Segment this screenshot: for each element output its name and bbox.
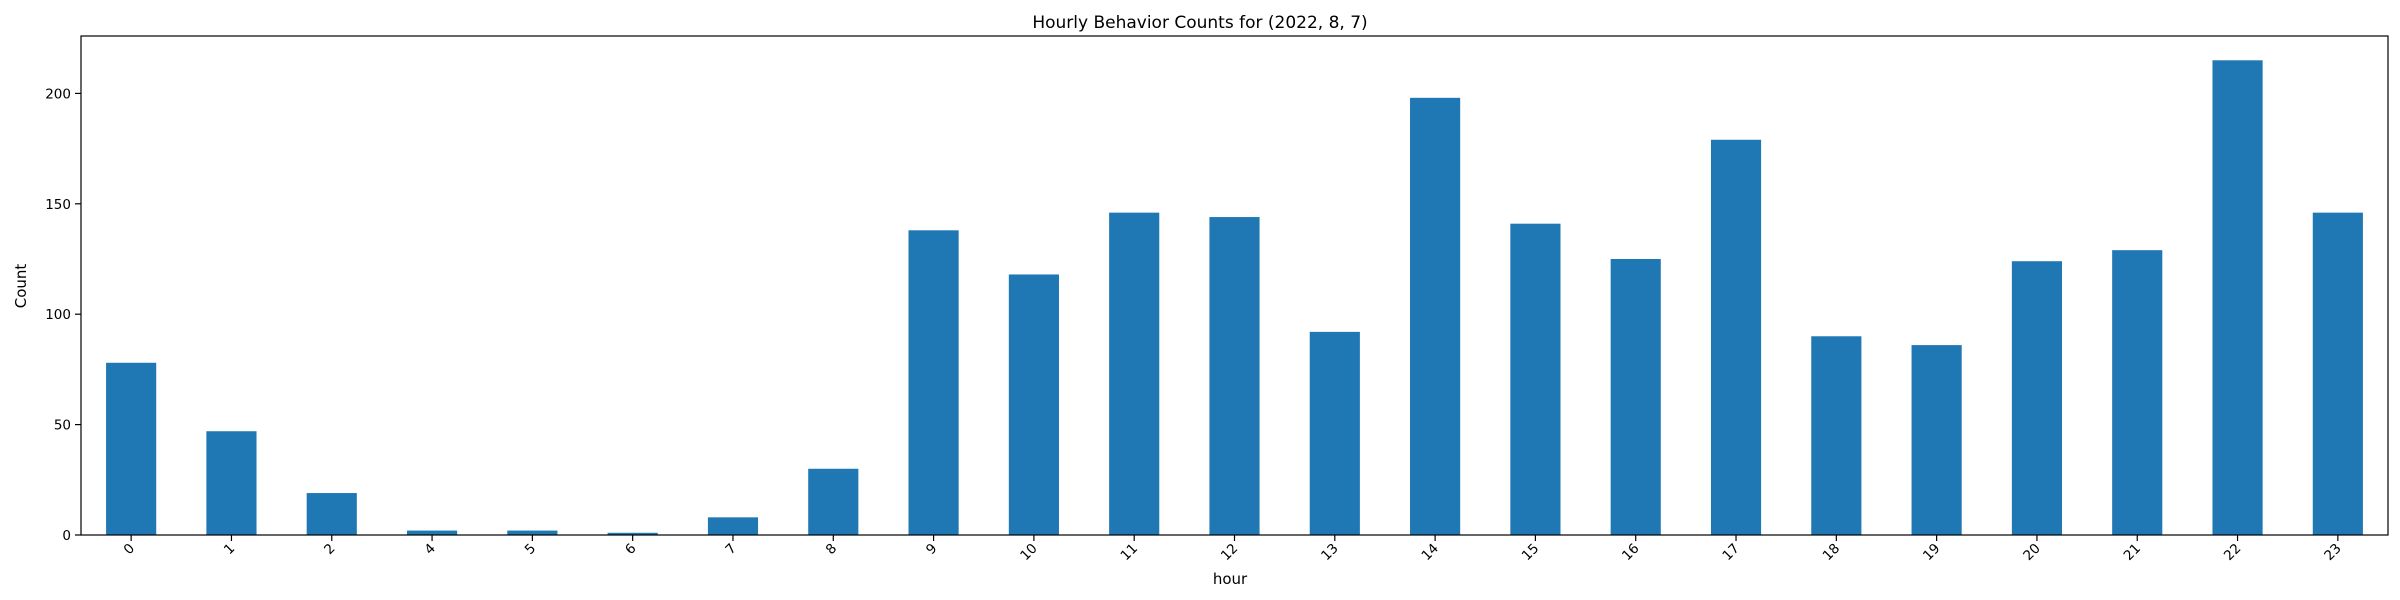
x-tick-label: 2 [321, 541, 338, 558]
bar-hour-6 [607, 532, 658, 535]
x-tick-label: 21 [2121, 541, 2144, 564]
x-tick-label: 15 [1519, 541, 1542, 564]
x-tick-label: 13 [1318, 541, 1341, 564]
bar-hour-2 [306, 493, 357, 535]
x-tick-label: 9 [923, 541, 940, 558]
bar-hour-15 [1510, 223, 1561, 535]
y-tick-label: 0 [62, 528, 71, 544]
y-tick-label: 100 [45, 307, 71, 323]
x-tick-label: 0 [121, 541, 138, 558]
x-tick-label: 8 [823, 541, 840, 558]
x-tick-label: 1 [221, 541, 238, 558]
x-tick-label: 20 [2020, 541, 2043, 564]
x-tick-label: 10 [1017, 541, 1040, 564]
bar-hour-10 [1008, 274, 1059, 535]
x-tick-label: 17 [1719, 541, 1742, 564]
bar-hour-5 [507, 530, 558, 535]
bar-hour-11 [1109, 212, 1160, 535]
x-tick-label: 7 [722, 541, 739, 558]
chart-title: Hourly Behavior Counts for (2022, 8, 7) [1032, 13, 1367, 33]
bar-hour-20 [2011, 261, 2063, 535]
y-tick-label: 50 [54, 418, 71, 434]
x-tick-label: 16 [1619, 541, 1642, 564]
x-tick-label: 5 [522, 541, 539, 558]
x-tick-label: 23 [2321, 541, 2344, 564]
y-tick-label: 150 [45, 197, 71, 213]
bar-hour-22 [2212, 60, 2263, 535]
x-tick-label: 6 [622, 541, 639, 558]
bar-hour-18 [1811, 336, 1862, 535]
bar-hour-19 [1911, 345, 1962, 535]
y-axis: 0 50 100 150 200 [45, 86, 81, 544]
x-tick-label: 12 [1218, 541, 1241, 564]
bar-hour-12 [1209, 217, 1260, 536]
x-tick-label: 14 [1418, 541, 1441, 564]
bar-hour-17 [1710, 139, 1762, 535]
bar-hour-7 [707, 517, 759, 535]
x-axis: 0 1 2 4 5 6 7 8 9 10 11 12 13 14 15 16 17 18 19 20 21 22 23 [121, 535, 2345, 564]
y-tick-label: 200 [45, 86, 71, 102]
plot-border [80, 35, 2389, 536]
x-tick-label: 19 [1920, 541, 1943, 564]
x-tick-label: 22 [2221, 541, 2244, 564]
bar-hour-23 [2312, 212, 2363, 535]
bar-hour-16 [1610, 259, 1661, 535]
bar-hour-8 [808, 468, 859, 535]
x-tick-label: 4 [422, 541, 439, 558]
bar-hour-1 [206, 431, 257, 535]
y-axis-label: Count [12, 264, 30, 309]
bar-hour-9 [908, 230, 959, 536]
plot-frame [80, 35, 2389, 536]
bar-hour-14 [1410, 97, 1461, 535]
bar-hour-21 [2112, 250, 2163, 536]
x-tick-label: 11 [1118, 541, 1141, 564]
bars-layer [106, 60, 2363, 536]
x-tick-label: 18 [1820, 541, 1843, 564]
bar-hour-4 [406, 530, 458, 535]
bar-hour-13 [1309, 331, 1360, 535]
x-axis-label: hour [1213, 570, 1248, 588]
bar-hour-0 [106, 362, 157, 535]
